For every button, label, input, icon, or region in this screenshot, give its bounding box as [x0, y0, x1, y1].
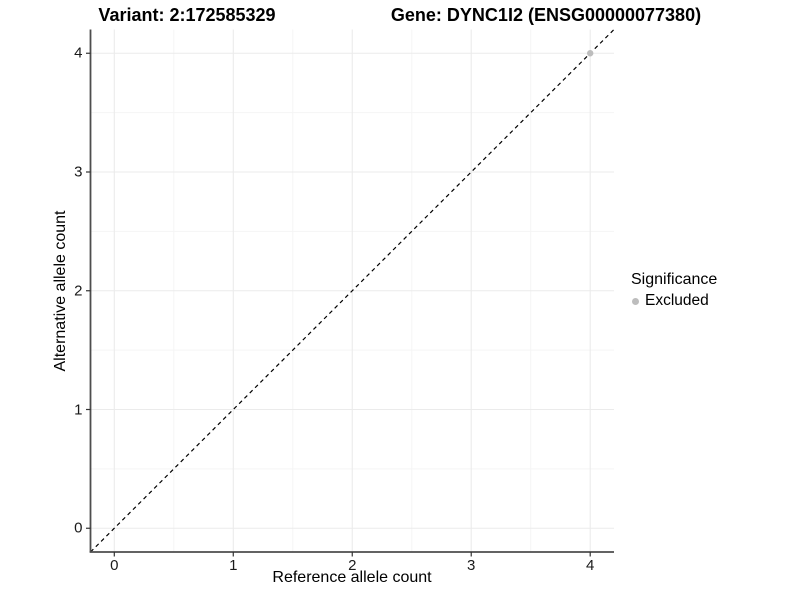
excluded-point-icon	[632, 297, 639, 305]
y-tick-label-0: 0	[74, 519, 83, 537]
legend-title: Significance	[631, 271, 718, 288]
x-tick-label-4: 4	[586, 557, 595, 574]
x-axis-title: Reference allele count	[272, 569, 432, 586]
y-tick-label-3: 3	[74, 163, 83, 181]
y-tick-label-1: 1	[74, 401, 83, 418]
legend-item-excluded: Excluded	[632, 292, 717, 310]
legend: Significance Excluded	[631, 270, 717, 310]
x-tick-label-3: 3	[467, 557, 476, 574]
legend-item-label: Excluded	[645, 292, 709, 309]
x-tick-label-2: 2	[348, 557, 357, 574]
y-axis-title: Alternative allele count	[52, 210, 69, 372]
identity-reference-line	[90, 29, 615, 553]
x-tick-label-0: 0	[110, 557, 119, 574]
y-tick-label-2: 2	[74, 282, 83, 300]
gene-title: Gene: DYNC1I2 (ENSG00000077380)	[390, 5, 702, 25]
x-tick-label-1: 1	[229, 557, 238, 574]
y-tick-label-4: 4	[74, 44, 83, 62]
variant-title: Variant: 2:172585329	[98, 5, 276, 25]
data-point-excluded	[587, 50, 594, 57]
